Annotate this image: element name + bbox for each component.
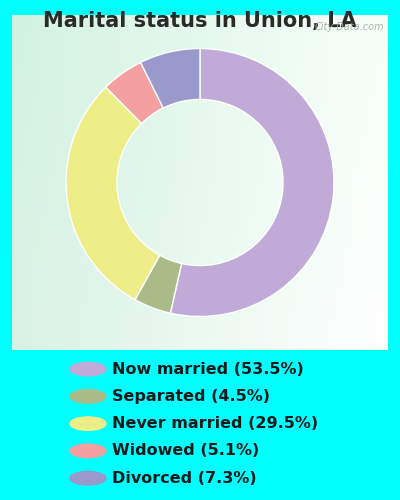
Wedge shape (135, 255, 182, 313)
Wedge shape (141, 48, 200, 108)
Wedge shape (170, 48, 334, 316)
Circle shape (70, 390, 106, 403)
Wedge shape (106, 62, 163, 124)
Text: Never married (29.5%): Never married (29.5%) (112, 416, 318, 431)
Circle shape (70, 444, 106, 458)
Text: Divorced (7.3%): Divorced (7.3%) (112, 470, 257, 486)
Text: Now married (53.5%): Now married (53.5%) (112, 362, 304, 376)
Circle shape (70, 472, 106, 485)
Text: City-Data.com: City-Data.com (314, 22, 384, 32)
Text: Widowed (5.1%): Widowed (5.1%) (112, 444, 259, 458)
Text: Separated (4.5%): Separated (4.5%) (112, 389, 270, 404)
Circle shape (70, 362, 106, 376)
Circle shape (70, 417, 106, 430)
Text: Marital status in Union, LA: Marital status in Union, LA (43, 12, 357, 32)
Wedge shape (66, 87, 160, 300)
